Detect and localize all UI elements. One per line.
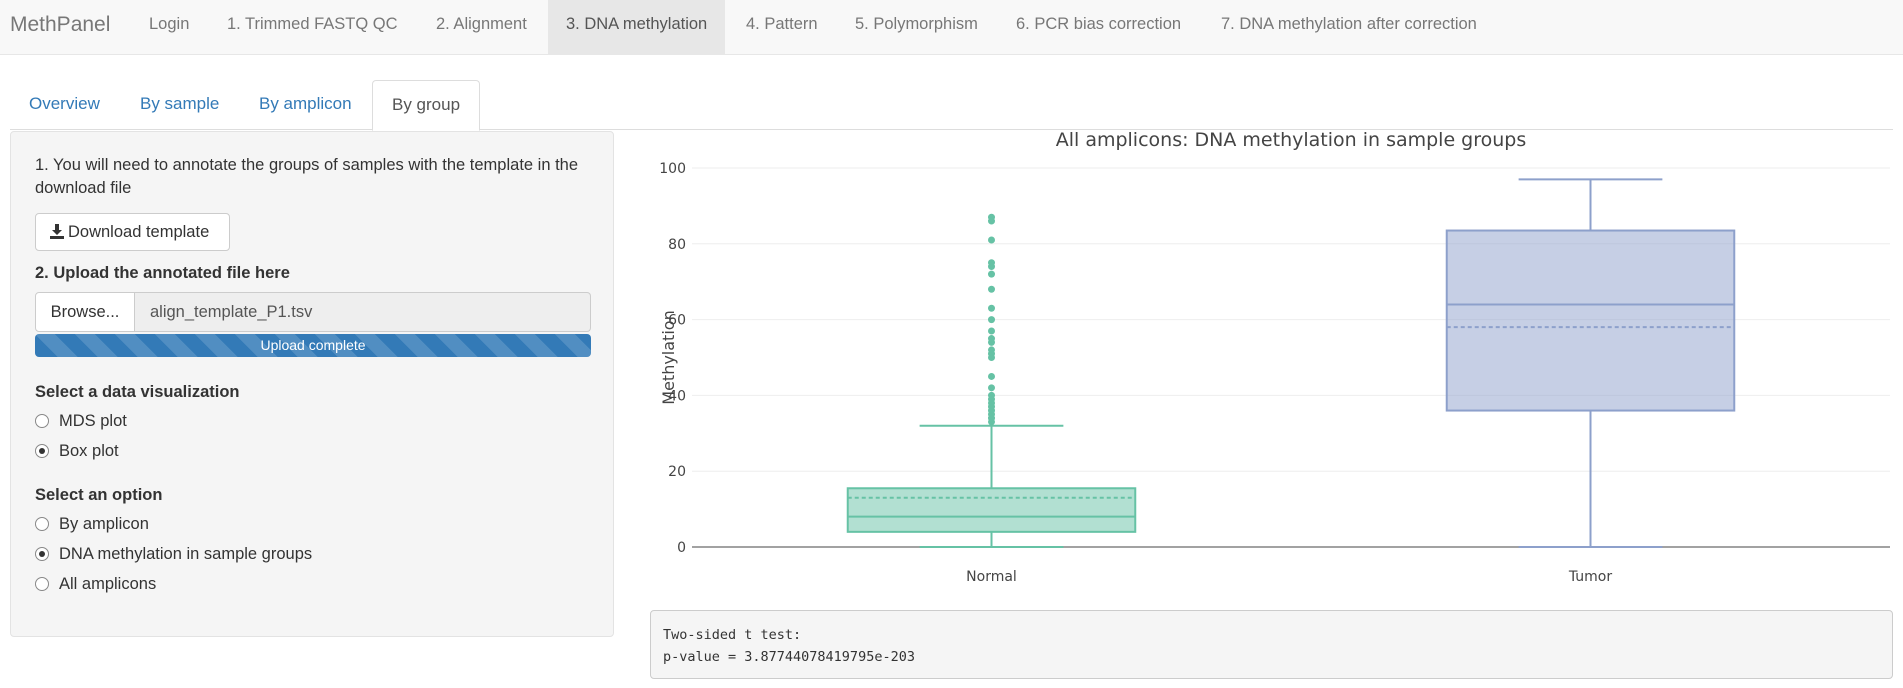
nav-pattern[interactable]: 4. Pattern xyxy=(746,15,818,33)
normal-box xyxy=(846,487,1137,533)
normal-outlier-point xyxy=(988,391,995,399)
step1-instructions: 1. You will need to annotate the groups … xyxy=(35,156,579,197)
t-test-pvalue: p-value = 3.87744078419795e-203 xyxy=(663,649,915,665)
normal-outlier-point xyxy=(988,213,995,221)
y-tick-label: 20 xyxy=(668,464,686,480)
normal-outlier-point xyxy=(988,346,995,354)
viz-select-label: Select a data visualization xyxy=(35,383,240,401)
radio-all-amplicons-label: All amplicons xyxy=(59,575,157,593)
normal-outlier-point xyxy=(988,316,995,324)
nav-polymorphism[interactable]: 5. Polymorphism xyxy=(855,15,978,33)
file-name-field[interactable]: align_template_P1.tsv xyxy=(135,292,591,332)
sidebar-panel: 1. You will need to annotate the groups … xyxy=(10,131,614,637)
normal-outlier-point xyxy=(988,384,995,392)
tab-by-group[interactable]: By group xyxy=(372,80,481,131)
y-tick-label: 0 xyxy=(677,540,686,556)
y-tick-label: 100 xyxy=(659,161,686,177)
nav-pcr-bias-correction[interactable]: 6. PCR bias correction xyxy=(1016,15,1182,33)
normal-outlier-point xyxy=(988,304,995,312)
radio-dna-methylation-label: DNA methylation in sample groups xyxy=(59,545,313,563)
radio-button[interactable] xyxy=(35,414,49,428)
x-tick-label-tumor: Tumor xyxy=(1568,569,1613,585)
normal-outlier-point xyxy=(988,259,995,267)
tab-by-amplicon[interactable]: By amplicon xyxy=(259,94,352,113)
radio-button[interactable] xyxy=(35,444,49,458)
option-select-label: Select an option xyxy=(35,486,163,504)
brand-title[interactable]: MethPanel xyxy=(10,13,111,36)
radio-box-plot-label: Box plot xyxy=(59,442,119,460)
normal-outlier-point xyxy=(988,270,995,278)
radio-button[interactable] xyxy=(35,547,49,561)
y-axis-label: Methylation xyxy=(659,310,678,404)
browse-button[interactable]: Browse... xyxy=(35,292,135,332)
t-test-output: Two-sided t test: p-value = 3.8774407841… xyxy=(650,610,1893,679)
radio-by-amplicon-label: By amplicon xyxy=(59,515,149,533)
upload-progress-bar: Upload complete xyxy=(35,334,591,357)
tab-overview[interactable]: Overview xyxy=(29,94,100,113)
file-upload-group: Browse... align_template_P1.tsv xyxy=(35,292,591,332)
download-template-button[interactable]: Download template xyxy=(35,213,230,251)
radio-mds-plot-label: MDS plot xyxy=(59,412,127,430)
nav-trimmed-fastq-qc[interactable]: 1. Trimmed FASTQ QC xyxy=(227,15,398,33)
nav-login[interactable]: Login xyxy=(149,15,190,33)
tab-bar: Overview By sample By amplicon By group xyxy=(10,80,1893,131)
t-test-line1: Two-sided t test: xyxy=(663,627,802,643)
normal-outlier-point xyxy=(988,372,995,380)
normal-outlier-point xyxy=(988,335,995,343)
y-tick-label: 40 xyxy=(668,388,686,404)
radio-button[interactable] xyxy=(35,577,49,591)
upload-label: 2. Upload the annotated file here xyxy=(35,264,290,282)
radio-button[interactable] xyxy=(35,517,49,531)
nav-dna-methylation-after-correction[interactable]: 7. DNA methylation after correction xyxy=(1221,15,1477,33)
normal-outlier-point xyxy=(988,236,995,244)
tab-by-sample[interactable]: By sample xyxy=(140,94,220,113)
tumor-box xyxy=(1445,229,1736,412)
normal-outlier-point xyxy=(988,285,995,293)
methylation-box-plot: All amplicons: DNA methylation in sample… xyxy=(659,129,1890,585)
normal-outlier-point xyxy=(988,327,995,335)
download-template-label: Download template xyxy=(68,223,210,241)
y-tick-label: 60 xyxy=(668,313,686,329)
upload-progress: Upload complete xyxy=(35,334,591,357)
nav-alignment[interactable]: 2. Alignment xyxy=(436,15,527,33)
top-navbar: MethPanel Login 1. Trimmed FASTQ QC 2. A… xyxy=(0,0,1903,55)
download-icon xyxy=(50,216,64,252)
y-tick-label: 80 xyxy=(668,237,686,253)
chart-title: All amplicons: DNA methylation in sample… xyxy=(1056,129,1527,151)
x-tick-label-normal: Normal xyxy=(966,569,1017,585)
nav-dna-methylation[interactable]: 3. DNA methylation xyxy=(548,0,726,54)
